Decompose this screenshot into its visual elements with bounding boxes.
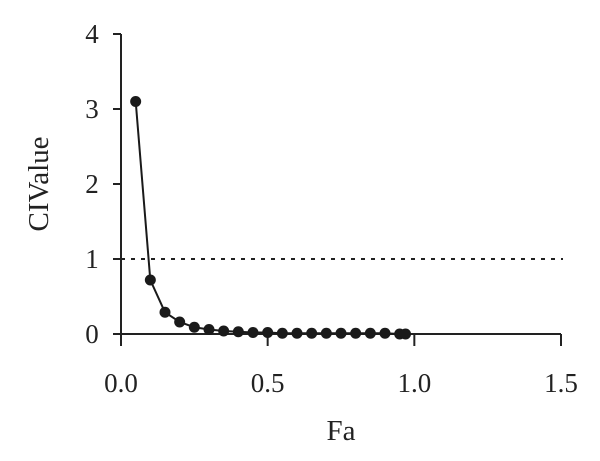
data-point [144,274,156,286]
data-point [130,96,142,107]
data-point [350,327,362,339]
x-tick-label: 1.5 [544,368,578,398]
data-point [203,324,215,335]
y-axis-title: CIValue [23,136,55,231]
data-point [335,327,347,339]
y-tick-label: 0 [85,319,99,349]
data-point [188,321,200,333]
data-point [379,327,391,339]
y-tick-label: 1 [85,244,99,274]
data-point [159,306,171,318]
data-point [306,327,318,339]
y-tick-label: 2 [85,169,99,199]
data-point [291,327,303,339]
data-point [400,328,412,340]
data-point [276,327,288,339]
data-point [174,316,186,328]
data-point [232,326,244,338]
data-point [247,327,259,338]
series-line [134,101,406,335]
x-tick-label: 0.0 [104,368,138,398]
plot-area: 0 1 2 3 4 0.0 0.5 1.0 1.5 [85,19,578,398]
data-point [364,327,376,339]
data-point [218,325,230,337]
data-point [320,327,332,339]
y-tick-label: 4 [85,19,99,49]
x-tick-label: 1.0 [397,368,431,398]
y-tick-label: 3 [85,94,99,124]
x-axis-title: Fa [327,415,356,447]
data-point [262,327,274,338]
x-tick-label: 0.5 [251,368,285,398]
